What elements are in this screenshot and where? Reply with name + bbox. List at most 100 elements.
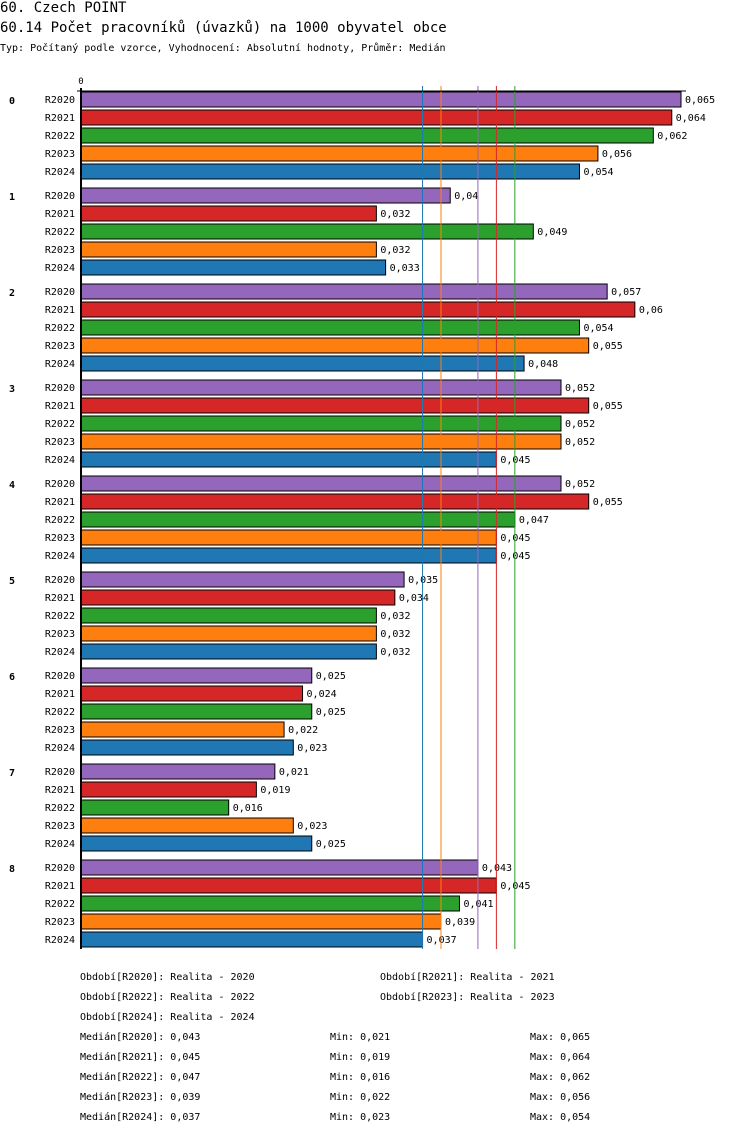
series-label: R2022	[45, 323, 75, 334]
bar	[80, 877, 497, 894]
data-label: 0,052	[565, 419, 595, 430]
series-label: R2024	[45, 839, 75, 850]
series-label: R2021	[45, 593, 75, 604]
stat-max-r2024: Max: 0,054	[530, 1112, 591, 1123]
bar	[80, 127, 654, 144]
data-label: 0,06	[639, 305, 663, 316]
bar	[80, 547, 497, 564]
legend-period-r2023: Období[R2023]: Realita - 2023	[380, 992, 555, 1003]
bar	[80, 397, 590, 414]
data-label: 0,054	[583, 323, 613, 334]
bar	[80, 451, 497, 468]
report-title: 60. Czech POINT	[0, 0, 127, 16]
series-label: R2020	[45, 767, 75, 778]
category-label: 8	[9, 864, 15, 875]
legend-period-r2020: Období[R2020]: Realita - 2020	[80, 972, 255, 983]
series-label: R2024	[45, 743, 75, 754]
bar	[80, 379, 562, 396]
series-label: R2022	[45, 419, 75, 430]
legend-period-r2021: Období[R2021]: Realita - 2021	[380, 972, 555, 983]
data-label: 0,039	[445, 917, 475, 928]
data-label: 0,047	[519, 515, 549, 526]
data-label: 0,016	[233, 803, 263, 814]
data-label: 0,021	[279, 767, 309, 778]
series-label: R2021	[45, 401, 75, 412]
data-label: 0,064	[676, 113, 706, 124]
category-label: 6	[9, 672, 15, 683]
bar	[80, 817, 294, 834]
bar	[80, 895, 460, 912]
stat-median-r2020: Medián[R2020]: 0,043	[80, 1032, 201, 1043]
bar	[80, 319, 580, 336]
series-label: R2023	[45, 533, 75, 544]
bar	[80, 91, 682, 108]
bar	[80, 475, 562, 492]
category-label: 7	[9, 768, 15, 779]
data-label: 0,055	[593, 497, 623, 508]
data-label: 0,065	[685, 95, 715, 106]
bar	[80, 739, 294, 756]
series-label: R2022	[45, 707, 75, 718]
data-label: 0,019	[260, 785, 290, 796]
data-label: 0,032	[380, 245, 410, 256]
data-label: 0,045	[500, 881, 530, 892]
series-label: R2024	[45, 263, 75, 274]
data-label: 0,045	[500, 455, 530, 466]
data-label: 0,045	[500, 533, 530, 544]
series-label: R2023	[45, 629, 75, 640]
bar	[80, 163, 580, 180]
data-label: 0,056	[602, 149, 632, 160]
bar	[80, 223, 534, 240]
stat-min-r2020: Min: 0,021	[330, 1032, 391, 1043]
data-label: 0,052	[565, 479, 595, 490]
bar	[80, 241, 377, 258]
bar	[80, 187, 451, 204]
bar	[80, 355, 525, 372]
data-label: 0,052	[565, 383, 595, 394]
series-label: R2023	[45, 725, 75, 736]
stat-max-r2021: Max: 0,064	[530, 1052, 591, 1063]
bar	[80, 643, 377, 660]
series-label: R2021	[45, 209, 75, 220]
bar	[80, 859, 479, 876]
data-label: 0,025	[316, 707, 346, 718]
data-label: 0,055	[593, 401, 623, 412]
category-label: 1	[9, 192, 15, 203]
series-label: R2023	[45, 821, 75, 832]
stat-max-r2023: Max: 0,056	[530, 1092, 591, 1103]
stat-max-r2022: Max: 0,062	[530, 1072, 591, 1083]
stat-median-r2021: Medián[R2021]: 0,045	[80, 1052, 201, 1063]
bar	[80, 607, 377, 624]
bar	[80, 283, 608, 300]
category-label: 0	[9, 96, 15, 107]
series-label: R2020	[45, 479, 75, 490]
data-label: 0,035	[408, 575, 438, 586]
bar	[80, 433, 562, 450]
x-tick-label: 0	[78, 77, 83, 87]
data-label: 0,037	[427, 935, 457, 946]
data-label: 0,023	[297, 743, 327, 754]
category-label: 2	[9, 288, 15, 299]
data-label: 0,057	[611, 287, 641, 298]
data-label: 0,022	[288, 725, 318, 736]
stat-max-r2020: Max: 0,065	[530, 1032, 591, 1043]
bar	[80, 913, 442, 930]
bar	[80, 667, 313, 684]
category-label: 4	[9, 480, 15, 491]
data-label: 0,062	[657, 131, 687, 142]
series-label: R2023	[45, 149, 75, 160]
data-label: 0,034	[399, 593, 429, 604]
series-label: R2022	[45, 803, 75, 814]
bar	[80, 721, 285, 738]
series-label: R2021	[45, 785, 75, 796]
data-label: 0,041	[463, 899, 493, 910]
category-label: 3	[9, 384, 15, 395]
bar	[80, 511, 516, 528]
bar	[80, 685, 304, 702]
stat-median-r2023: Medián[R2023]: 0,039	[80, 1092, 201, 1103]
data-label: 0,032	[380, 629, 410, 640]
series-label: R2024	[45, 359, 75, 370]
series-label: R2024	[45, 167, 75, 178]
data-label: 0,052	[565, 437, 595, 448]
